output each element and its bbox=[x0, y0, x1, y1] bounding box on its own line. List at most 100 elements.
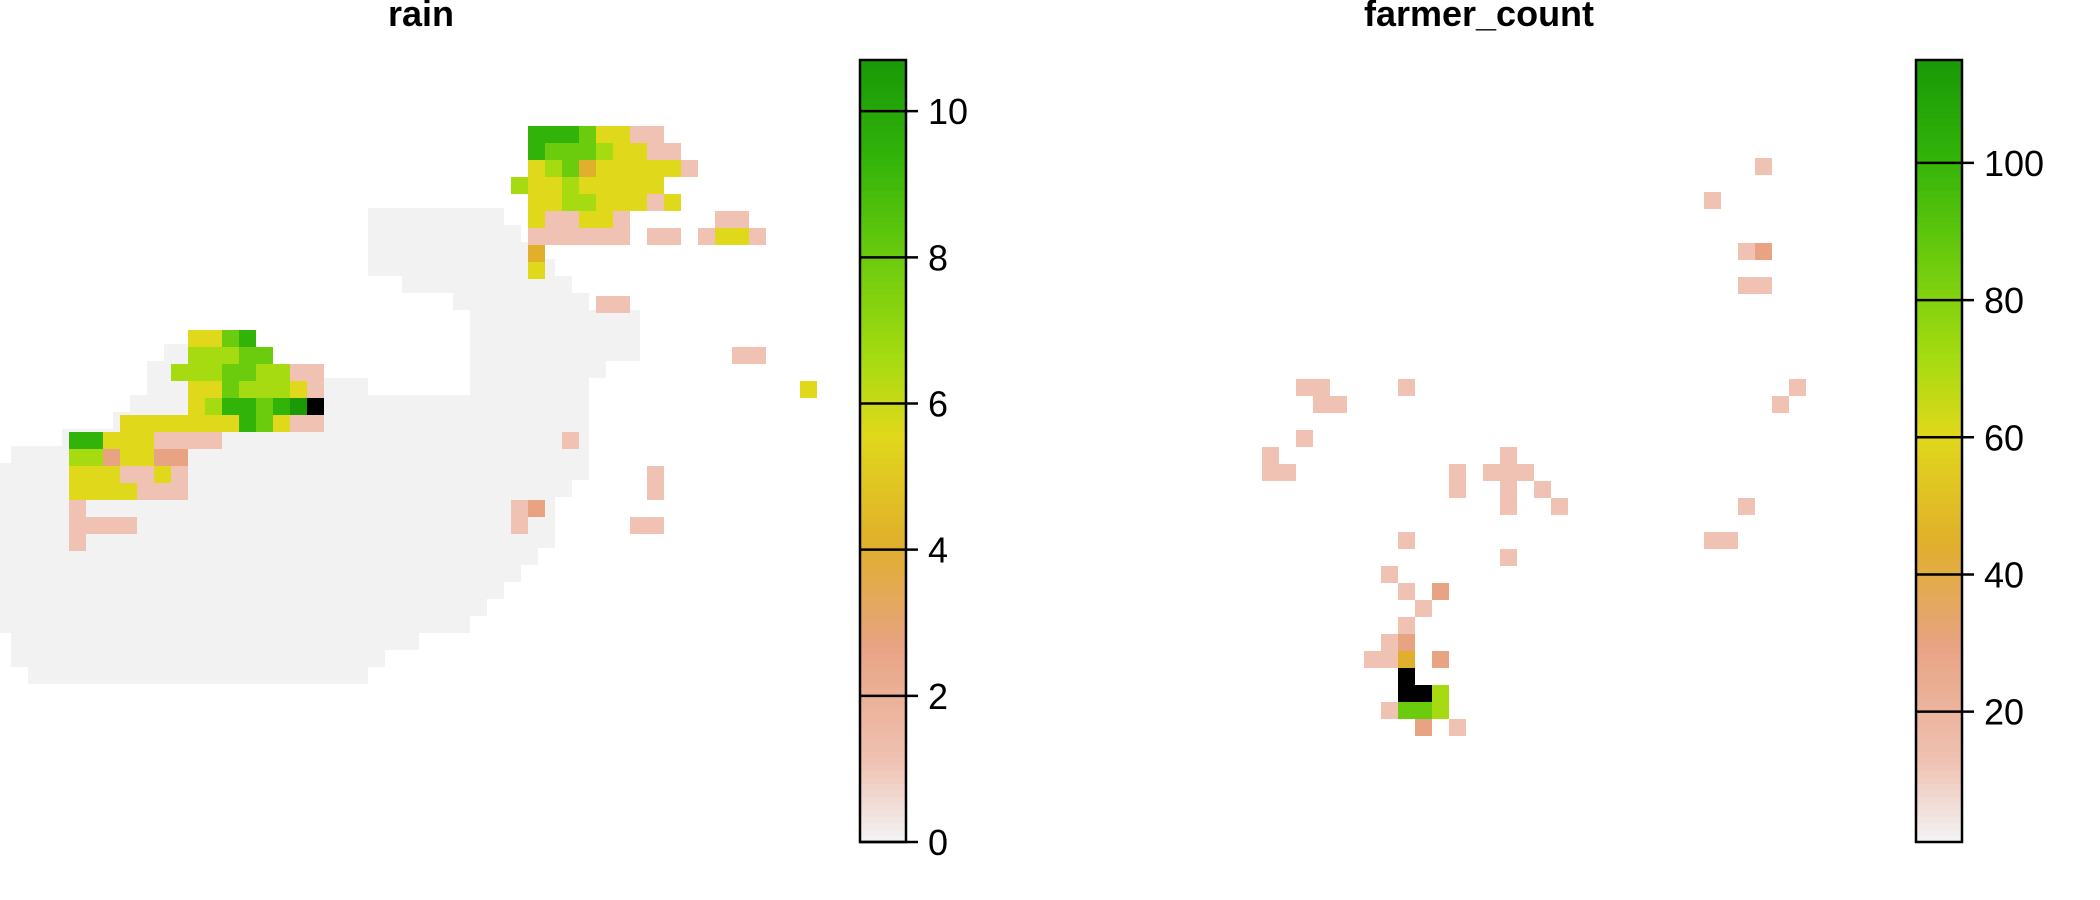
raster-cell bbox=[232, 565, 249, 582]
raster-cell bbox=[164, 633, 181, 650]
raster-cell bbox=[28, 497, 45, 514]
raster-cell bbox=[205, 398, 222, 415]
legend-swatch bbox=[1916, 646, 1962, 654]
legend-swatch bbox=[1916, 209, 1962, 217]
raster-cell bbox=[368, 548, 385, 565]
raster-cell bbox=[1738, 243, 1755, 260]
legend-swatch bbox=[1916, 770, 1962, 778]
raster-cell bbox=[283, 548, 300, 565]
raster-cell bbox=[664, 143, 681, 160]
raster-cell bbox=[436, 463, 453, 480]
legend-swatch bbox=[860, 216, 906, 224]
legend-swatch bbox=[860, 626, 906, 635]
raster-cell bbox=[256, 364, 273, 381]
raster-cell bbox=[198, 667, 215, 684]
raster-cell bbox=[419, 599, 436, 616]
raster-cell bbox=[402, 463, 419, 480]
legend-tick-label: 2 bbox=[928, 676, 948, 717]
raster-cell bbox=[436, 225, 453, 242]
raster-cell bbox=[256, 381, 273, 398]
raster-cell bbox=[1500, 464, 1517, 481]
raster-cell bbox=[79, 633, 96, 650]
legend-swatch bbox=[1916, 320, 1962, 328]
raster-cell bbox=[606, 344, 623, 361]
legend-swatch bbox=[1916, 574, 1962, 582]
raster-cell bbox=[181, 497, 198, 514]
legend-swatch bbox=[1916, 483, 1962, 491]
raster-cell bbox=[181, 548, 198, 565]
raster-cell bbox=[623, 344, 640, 361]
raster-cell bbox=[453, 463, 470, 480]
raster-cell bbox=[317, 616, 334, 633]
raster-cell bbox=[504, 242, 521, 259]
raster-cell bbox=[86, 466, 103, 483]
raster-cell bbox=[368, 565, 385, 582]
legend-swatch bbox=[860, 431, 906, 439]
raster-cell bbox=[300, 565, 317, 582]
raster-cell bbox=[215, 480, 232, 497]
legend-swatch bbox=[1916, 750, 1962, 758]
raster-cell bbox=[545, 194, 562, 211]
raster-cell bbox=[1534, 481, 1551, 498]
raster-cell bbox=[266, 514, 283, 531]
raster-cell bbox=[11, 582, 28, 599]
raster-cell bbox=[715, 228, 732, 245]
raster-cell bbox=[317, 565, 334, 582]
legend-swatch bbox=[860, 340, 906, 348]
legend-swatch bbox=[860, 477, 906, 485]
raster-cell bbox=[1313, 379, 1330, 396]
raster-cell bbox=[283, 514, 300, 531]
raster-cell bbox=[596, 143, 613, 160]
raster-cell bbox=[181, 531, 198, 548]
raster-cell bbox=[198, 514, 215, 531]
legend-swatch bbox=[860, 320, 906, 328]
raster-cell bbox=[504, 565, 521, 582]
raster-cell bbox=[171, 483, 188, 500]
raster-cell bbox=[103, 466, 120, 483]
legend-swatch bbox=[860, 516, 906, 524]
legend-swatch bbox=[860, 203, 906, 211]
raster-cell bbox=[579, 228, 596, 245]
raster-cell bbox=[385, 548, 402, 565]
legend-swatch bbox=[1916, 587, 1962, 595]
raster-cell bbox=[453, 412, 470, 429]
legend-swatch bbox=[1916, 731, 1962, 739]
legend-swatch bbox=[860, 242, 906, 250]
raster-cell bbox=[1296, 379, 1313, 396]
legend-tick-label: 80 bbox=[1984, 280, 2024, 321]
legend-swatch bbox=[1916, 164, 1962, 172]
legend-swatch bbox=[860, 529, 906, 537]
raster-cell bbox=[249, 565, 266, 582]
raster-cell bbox=[596, 126, 613, 143]
legend-swatch bbox=[1916, 516, 1962, 524]
raster-cell bbox=[385, 429, 402, 446]
raster-cell bbox=[521, 276, 538, 293]
raster-cell bbox=[555, 412, 572, 429]
raster-cell bbox=[69, 517, 86, 534]
legend-swatch bbox=[1916, 809, 1962, 817]
raster-cell bbox=[0, 565, 11, 582]
raster-cell bbox=[521, 378, 538, 395]
legend-swatch bbox=[1916, 60, 1962, 68]
raster-cell bbox=[385, 412, 402, 429]
raster-cell bbox=[198, 650, 215, 667]
legend-swatch bbox=[860, 496, 906, 504]
legend-swatch bbox=[860, 177, 906, 185]
raster-cell bbox=[290, 364, 307, 381]
raster-cell bbox=[181, 514, 198, 531]
raster-cell bbox=[749, 347, 766, 364]
legend-swatch bbox=[1916, 346, 1962, 354]
raster-cell bbox=[351, 480, 368, 497]
raster-cell bbox=[11, 616, 28, 633]
legend-swatch bbox=[860, 86, 906, 94]
raster-cell bbox=[470, 361, 487, 378]
raster-cell bbox=[28, 463, 45, 480]
raster-cell bbox=[402, 242, 419, 259]
raster-cell bbox=[222, 398, 239, 415]
raster-cell bbox=[385, 208, 402, 225]
raster-cell bbox=[249, 480, 266, 497]
raster-cell bbox=[45, 667, 62, 684]
raster-cell bbox=[538, 531, 555, 548]
raster-cell bbox=[45, 565, 62, 582]
raster-cell bbox=[1449, 481, 1466, 498]
